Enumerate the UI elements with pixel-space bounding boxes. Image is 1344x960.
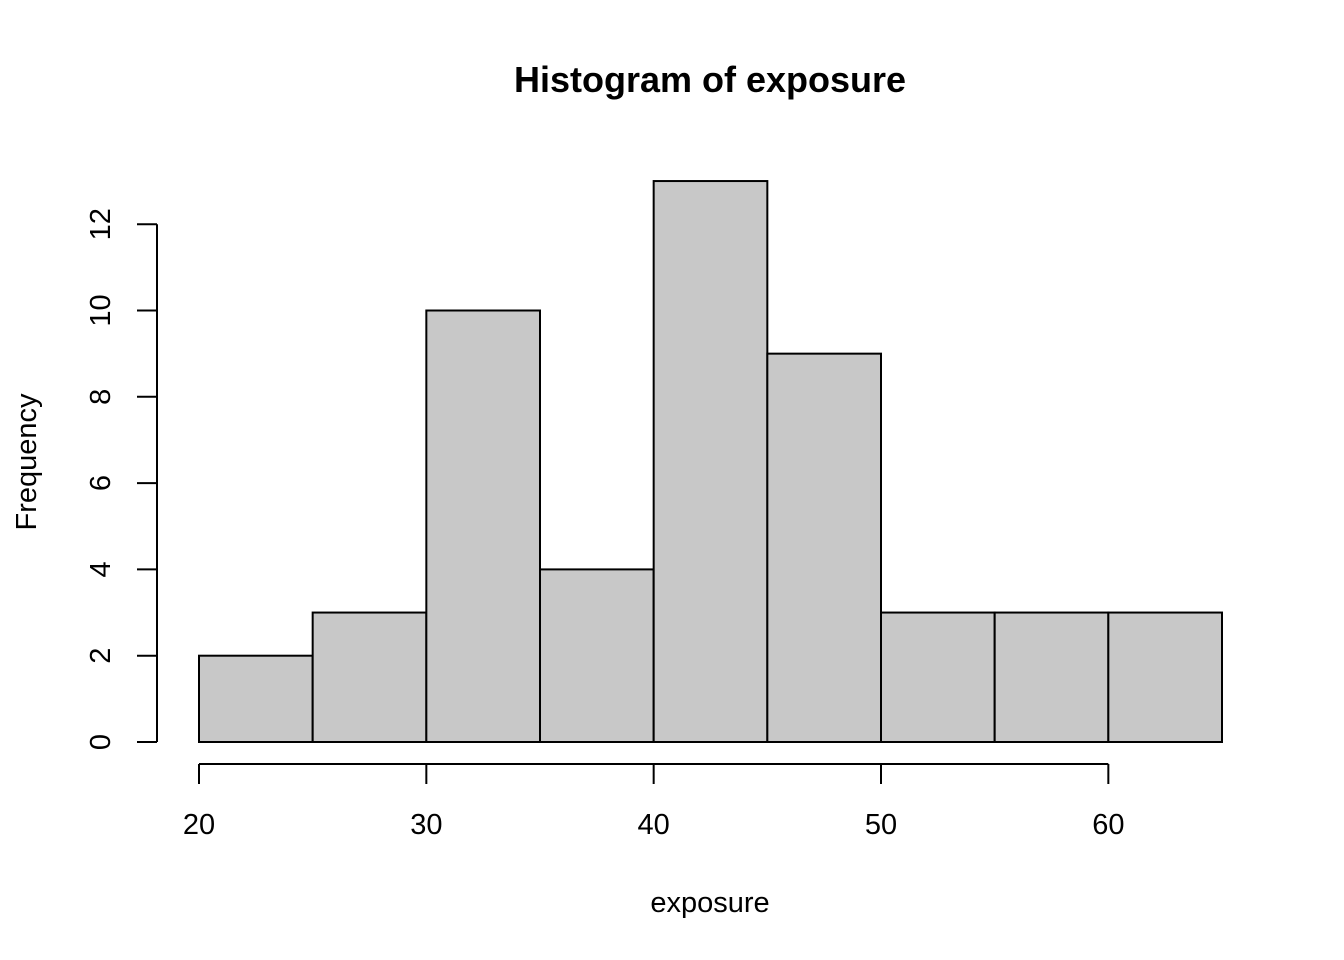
y-tick-label: 4 <box>85 561 117 577</box>
x-axis: 20 30 40 50 60 <box>183 763 1124 841</box>
y-tick-label: 10 <box>85 294 117 326</box>
x-tick-label: 40 <box>638 809 670 841</box>
histogram-bar-60-65 <box>1107 611 1224 743</box>
histogram-bar-30-35 <box>425 309 542 743</box>
x-tick-label: 50 <box>865 809 897 841</box>
y-axis-label: Frequency <box>11 393 43 531</box>
x-tick-label: 60 <box>1092 809 1124 841</box>
x-tick-label: 20 <box>183 809 215 841</box>
bars-group <box>198 180 1224 744</box>
histogram-bar-25-30 <box>311 611 428 743</box>
histogram-bar-35-40 <box>539 568 655 744</box>
chart-title: Histogram of exposure <box>514 59 906 100</box>
histogram-bar-40-45 <box>652 180 769 744</box>
histogram-bar-20-25 <box>198 654 314 744</box>
y-tick-label: 0 <box>85 734 117 750</box>
y-tick-label: 8 <box>85 389 117 405</box>
histogram-bar-55-60 <box>993 611 1110 743</box>
y-tick-label: 12 <box>85 208 117 240</box>
y-tick-label: 6 <box>85 475 117 491</box>
histogram-bar-50-55 <box>880 611 996 743</box>
x-axis-label: exposure <box>650 887 769 919</box>
y-axis: 0 2 4 6 8 10 12 <box>85 208 158 750</box>
histogram-bar-45-50 <box>766 352 882 743</box>
y-tick-label: 2 <box>85 648 117 664</box>
x-tick-label: 30 <box>410 809 442 841</box>
